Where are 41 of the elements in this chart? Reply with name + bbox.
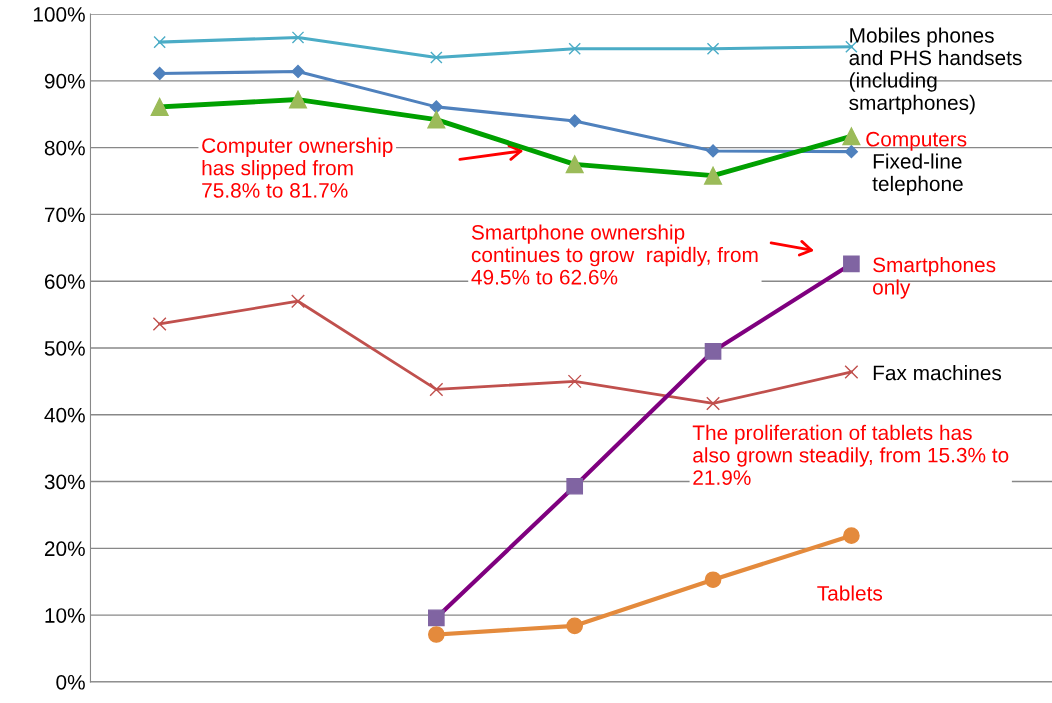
point [153, 35, 166, 49]
point [843, 527, 860, 544]
y-tick-label: 80% [44, 140, 85, 156]
annotation: Smartphone ownership continues to grow rapidly, from 49.5% to 62.6% [471, 224, 758, 285]
point [152, 316, 167, 331]
y-tick-label: 90% [44, 73, 85, 89]
point [706, 396, 720, 411]
point [704, 571, 722, 589]
point [568, 42, 581, 56]
y-tick-label: 100% [33, 7, 85, 22]
point [430, 51, 443, 64]
point [706, 144, 720, 158]
point [568, 114, 582, 128]
point [428, 626, 445, 643]
point [291, 31, 305, 44]
point [153, 66, 167, 81]
point [844, 365, 859, 379]
series-label: Fax machines [873, 364, 1002, 381]
point [844, 145, 858, 159]
point [706, 42, 720, 56]
series-label: Smartphones only [873, 256, 996, 299]
y-tick-label: 30% [44, 474, 85, 490]
annotation: Computer ownership has slipped from 75.8% to 81.7% [202, 137, 393, 198]
annotation: The proliferation of tablets has also grown steadily, from 15.3% to 21.9% [692, 424, 1009, 485]
y-tick-label: 40% [44, 407, 85, 423]
point [429, 382, 444, 397]
point [429, 100, 443, 114]
y-tick-label: 20% [44, 541, 85, 557]
series-label: Fixed-line telephone [872, 153, 963, 196]
y-tick-label: 0% [56, 674, 85, 690]
y-tick-label: 50% [44, 340, 85, 356]
y-tick-label: 60% [44, 274, 85, 289]
point [567, 374, 582, 389]
point [566, 617, 584, 635]
y-tick-label: 70% [44, 207, 85, 223]
series-label: Mobiles phones and PHS handsets (including smartphones) [849, 27, 1022, 115]
point [291, 294, 305, 309]
series-label: Tablets [817, 585, 883, 601]
point [291, 64, 305, 79]
series-label: Computers [866, 131, 967, 151]
y-tick-label: 10% [45, 608, 85, 623]
